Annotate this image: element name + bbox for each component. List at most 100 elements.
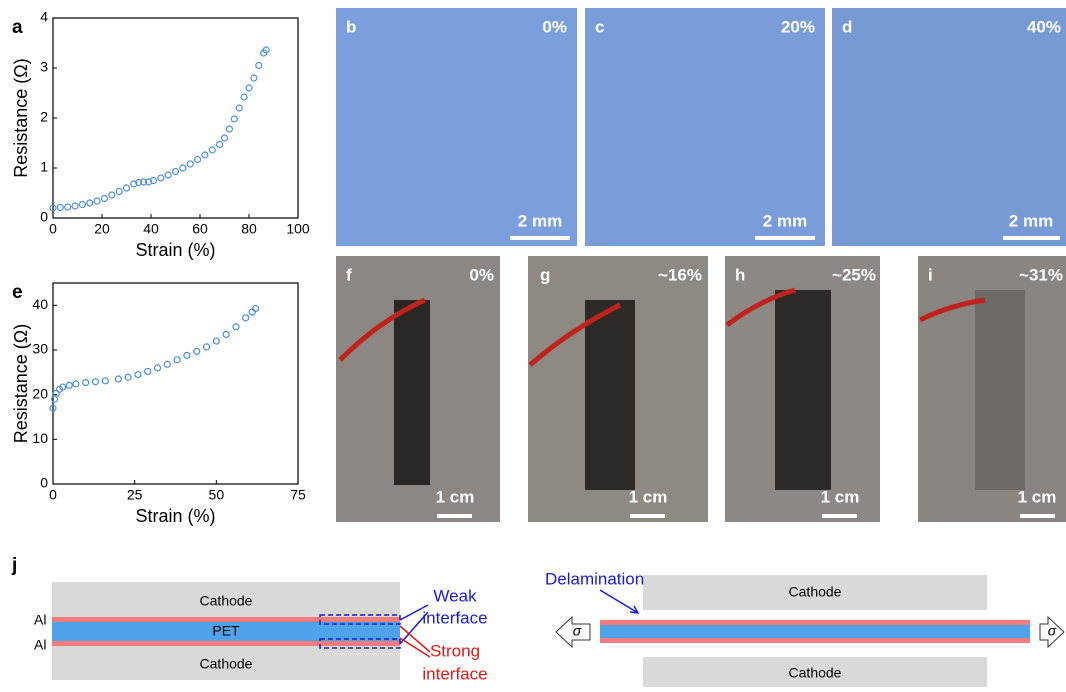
data-point (232, 323, 240, 331)
panel-label: e (12, 282, 23, 303)
strong-label: interface (422, 664, 487, 683)
data-point (130, 180, 138, 188)
delamination-label: Delamination (545, 569, 644, 588)
plot-frame (52, 17, 299, 219)
data-point (122, 184, 131, 192)
tensile-photos: f 0% 1 cm g ~16% 1 cm h ~25% 1 cm i ~31%… (336, 256, 1066, 522)
y-tick-label: 0 (40, 475, 48, 491)
data-point (135, 178, 143, 187)
data-point (140, 178, 148, 186)
scale-label: 2 mm (518, 211, 562, 230)
data-point (72, 380, 80, 388)
cathode (643, 575, 987, 610)
data-point (164, 171, 172, 179)
data-point (240, 93, 248, 101)
data-point (183, 351, 191, 359)
data-point (157, 174, 165, 182)
data-point (115, 187, 123, 196)
photo (336, 8, 577, 246)
data-point (235, 104, 243, 112)
data-point (163, 360, 171, 368)
x-tick-label: 20 (94, 221, 110, 237)
data-point (202, 343, 211, 351)
data-point (59, 383, 67, 391)
strain-label: ~31% (1019, 265, 1063, 284)
panel-label: d (842, 17, 852, 36)
arrow (399, 604, 429, 645)
data-point (220, 134, 229, 142)
data-point (208, 146, 216, 154)
stress-arrow (1039, 615, 1065, 649)
x-tick-label: 0 (49, 221, 57, 237)
photo (585, 8, 825, 246)
y-tick-label: 0 (40, 209, 48, 225)
y-tick-label: 4 (40, 9, 48, 25)
plot-frame (52, 282, 299, 485)
sigma-label: σ (1048, 623, 1057, 639)
strain-label: 40% (1027, 17, 1061, 36)
weak-label: Weak (433, 586, 477, 605)
cathode-label: Cathode (200, 593, 253, 609)
data-point (93, 197, 101, 205)
data-point (86, 199, 94, 207)
weak-label: interface (422, 608, 487, 627)
data-point (49, 204, 57, 212)
y-tick-label: 10 (32, 430, 48, 446)
data-point (149, 176, 158, 185)
data-point (201, 151, 209, 159)
data-point (222, 330, 230, 338)
al-layer (600, 620, 1030, 625)
cathode-label: Cathode (200, 656, 253, 672)
data-point (144, 367, 152, 376)
scale-label: 1 cm (436, 487, 475, 506)
x-tick-label: 75 (290, 487, 306, 503)
photo (832, 8, 1066, 246)
data-point (262, 46, 270, 54)
x-tick-label: 0 (49, 487, 57, 503)
data-point (52, 389, 60, 397)
y-tick-label: 30 (32, 341, 48, 357)
al-layer (52, 641, 400, 646)
data-point (101, 377, 109, 385)
data-point (114, 375, 122, 383)
data-point (193, 155, 202, 164)
x-tick-label: 100 (286, 221, 310, 237)
data-point (193, 347, 201, 355)
panel-label: b (346, 17, 356, 36)
strip (585, 300, 635, 490)
data-point (242, 314, 250, 322)
scale-label: 2 mm (1009, 211, 1053, 230)
data-point (124, 373, 132, 381)
panel-label: a (12, 17, 23, 38)
x-tick-label: 40 (143, 221, 159, 237)
cathode-label: Cathode (789, 584, 842, 600)
data-point (144, 178, 153, 186)
y-tick-label: 40 (32, 296, 48, 312)
data-point (179, 164, 187, 172)
strain-label: 0% (542, 17, 567, 36)
data-point (64, 203, 72, 211)
chart: 0 20 40 60 80 100 0 1 2 3 4 Strain (%) Resistance (Ω… (11, 9, 310, 260)
x-tick-label: 60 (192, 221, 208, 237)
al-label: Al (34, 612, 46, 628)
data-point (251, 304, 260, 313)
cathode (643, 657, 987, 687)
x-axis-label: Strain (%) (135, 240, 215, 260)
wire (338, 287, 986, 367)
data-point (71, 202, 79, 210)
pet-layer (52, 622, 400, 641)
data-point (78, 200, 87, 209)
data-point (212, 337, 220, 345)
cathode-label: Cathode (789, 665, 842, 681)
panel-label: g (540, 265, 550, 284)
data-point (225, 125, 233, 133)
y-tick-label: 20 (32, 385, 48, 401)
y-tick-label: 2 (40, 109, 48, 125)
strip (975, 290, 1025, 490)
data-point (250, 74, 258, 82)
chart: 0 25 50 75 0 10 20 30 40 Strain (%) Resistance (Ω)… (11, 282, 306, 526)
data-point (100, 194, 109, 203)
stress-arrow (555, 615, 591, 649)
panel-label: f (346, 265, 352, 284)
